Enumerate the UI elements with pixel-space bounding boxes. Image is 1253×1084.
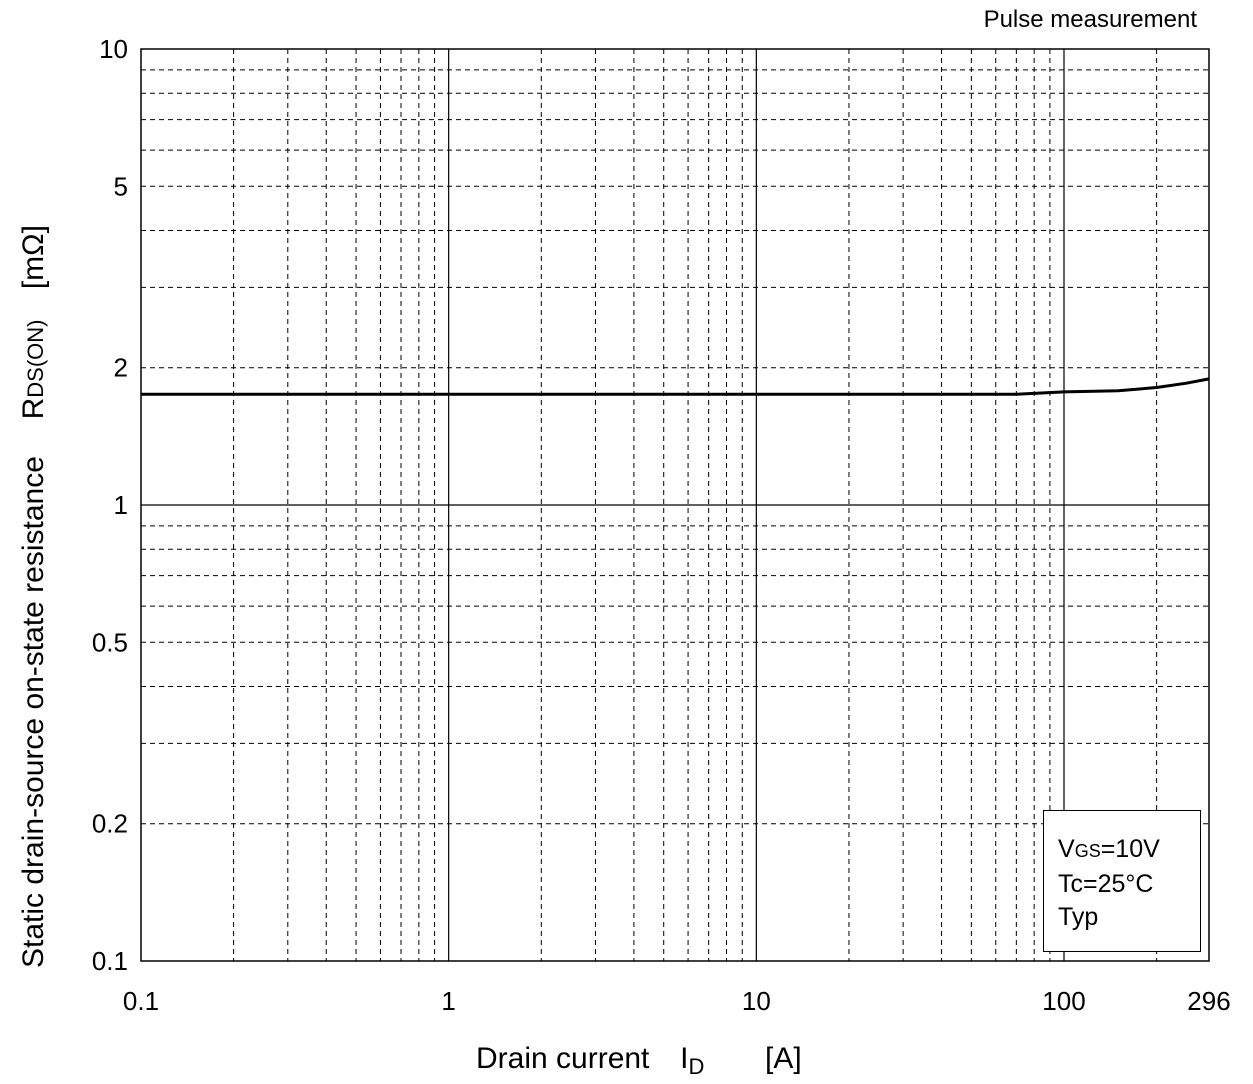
y-tick-label: 0.2 <box>92 809 128 839</box>
y-axis-unit: [mΩ] <box>17 225 50 290</box>
conditions-legend: VGS=10V Tc=25°C Typ <box>1043 810 1201 952</box>
x-axis-symbol-sub: D <box>688 1054 705 1079</box>
legend-vgs: VGS=10V <box>1058 833 1200 868</box>
x-tick-label: 1 <box>441 986 455 1016</box>
y-tick-label: 5 <box>114 171 128 201</box>
x-axis-symbol: I <box>680 1042 689 1075</box>
legend-vgs-symbol: V <box>1058 835 1075 863</box>
y-axis-title: Static drain-source on-state resistance <box>17 456 50 968</box>
plot-frame <box>140 48 1210 962</box>
y-axis-symbol-sub: DS(ON) <box>23 319 48 398</box>
x-tick-label: 0.1 <box>123 986 159 1016</box>
tick-labels: 0.1 1 10 100 296 0.1 0.2 0.5 1 2 5 10 <box>92 34 1231 1016</box>
x-axis-unit: [A] <box>765 1042 802 1075</box>
series-lines <box>141 377 1210 396</box>
y-axis-label: Static drain-source on-state resistance … <box>14 68 54 968</box>
series-line-1 <box>141 377 1210 396</box>
y-tick-label: 0.1 <box>92 946 128 976</box>
x-axis-label: Drain current ID [A] <box>476 1042 802 1078</box>
grid-lines <box>141 49 1209 961</box>
x-tick-label: 10 <box>742 986 771 1016</box>
legend-vgs-sub: GS <box>1074 841 1101 861</box>
x-tick-label: 100 <box>1042 986 1085 1016</box>
x-tick-label: 296 <box>1187 986 1230 1016</box>
y-tick-label: 10 <box>99 34 128 64</box>
legend-tc: Tc=25°C <box>1058 870 1154 898</box>
pulse-measurement-note: Pulse measurement <box>983 6 1197 33</box>
y-axis-symbol: R <box>17 397 50 420</box>
y-tick-label: 0.5 <box>92 627 128 657</box>
legend-vgs-value: =10V <box>1100 835 1160 863</box>
x-axis-title: Drain current <box>476 1042 650 1075</box>
y-tick-label: 2 <box>114 353 128 383</box>
y-tick-label: 1 <box>114 490 128 520</box>
legend-typ: Typ <box>1058 903 1099 931</box>
